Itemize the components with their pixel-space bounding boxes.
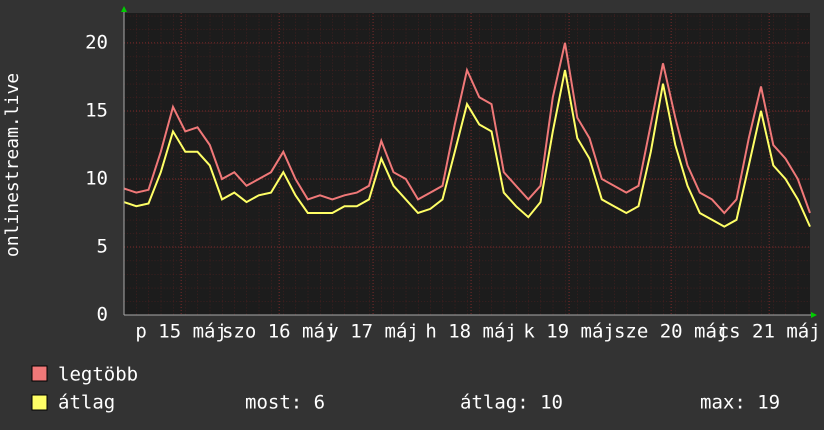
legend-label: legtöbb [58, 364, 138, 386]
series-line [123, 42, 811, 215]
x-tick-label: k 19 máj [523, 321, 615, 343]
x-tick-label: h 18 máj [425, 321, 517, 343]
legend-swatch [31, 365, 48, 382]
legend-label: átlag [58, 392, 115, 414]
y-tick-label: 5 [97, 235, 108, 257]
x-tick-label: sze 20 máj [614, 321, 728, 343]
stat: átlag: 10 [460, 392, 563, 414]
y-tick-label: 20 [85, 31, 108, 53]
x-tick-label: cs 21 máj [718, 321, 821, 343]
x-tick-label: v 17 máj [327, 321, 419, 343]
y-tick-label: 15 [85, 99, 108, 121]
axis-arrow [121, 6, 127, 12]
y-tick-label: 10 [85, 167, 108, 189]
minor-grid [124, 13, 810, 315]
y-tick-label: 0 [97, 304, 108, 326]
axis-arrow [811, 312, 817, 318]
stat: most: 6 [245, 392, 325, 414]
x-tick-label: p 15 máj [135, 321, 227, 343]
stat: max: 19 [700, 392, 780, 414]
series-line [123, 69, 811, 228]
legend-swatch [31, 394, 48, 411]
x-tick-label: szo 16 máj [222, 321, 336, 343]
y-axis-label: onlinestream.live [2, 73, 23, 257]
